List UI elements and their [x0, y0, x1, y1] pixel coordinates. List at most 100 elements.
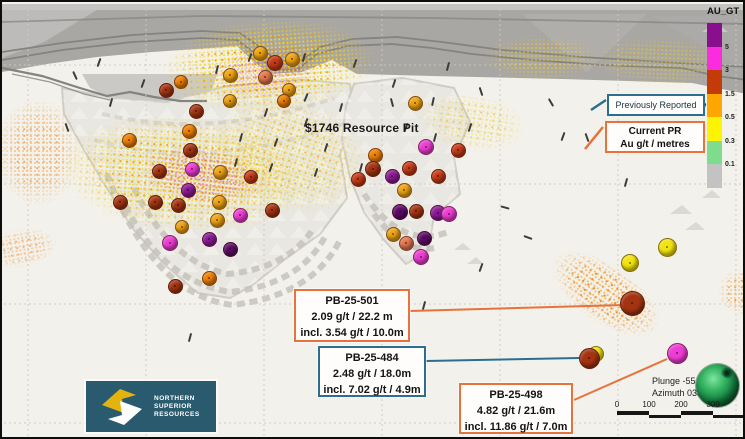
drill-intercept-dot[interactable] — [209, 212, 225, 228]
colorbar-tick-label: 5 — [725, 43, 729, 51]
colorbar-tick-label: 3 — [725, 67, 729, 74]
navigation-sphere[interactable] — [696, 364, 739, 407]
drill-intercept-dot[interactable] — [112, 194, 128, 210]
colorbar-block: 0.1 — [707, 140, 735, 168]
callout-hole-id: PB-25-484 — [345, 352, 399, 364]
drill-intercept-dot[interactable] — [441, 206, 457, 222]
drill-intercept-dot[interactable] — [619, 290, 645, 316]
scale-bar: 0 100 200 300 — [601, 400, 743, 422]
drill-intercept-dot[interactable] — [284, 51, 300, 67]
key-current-pr-line2: Au g/t / metres — [620, 139, 690, 150]
leader-line — [584, 126, 604, 150]
callout-included-intercept: incl. 3.54 g/t / 10.0m — [300, 327, 404, 339]
colorbar-tick-label: 0.5 — [725, 114, 735, 121]
callout-intercept: 2.09 g/t / 22.2 m — [311, 311, 393, 323]
drill-intercept-dot[interactable] — [430, 168, 446, 184]
key-current-pr-line1: Current PR — [628, 126, 682, 137]
callout-included-intercept: incl. 11.86 g/t / 7.0m — [464, 421, 568, 433]
drill-intercept-dot[interactable] — [450, 142, 466, 158]
scale-bar-label: 300 — [706, 400, 720, 409]
drill-intercept-dot[interactable] — [392, 204, 408, 220]
logo-line: NORTHERN — [154, 394, 195, 402]
callout-pb-25-501: PB-25-501 2.09 g/t / 22.2 m incl. 3.54 g… — [294, 289, 410, 342]
drill-intercept-dot[interactable] — [211, 194, 227, 210]
drill-intercept-dot[interactable] — [657, 237, 677, 257]
drill-intercept-dot[interactable] — [401, 160, 417, 176]
logo-mark-icon — [102, 388, 142, 425]
drill-intercept-dot[interactable] — [252, 45, 268, 61]
drill-intercept-dot[interactable] — [222, 241, 238, 257]
callout-intercept: 2.48 g/t / 18.0m — [332, 368, 412, 380]
callout-hole-id: PB-25-498 — [489, 389, 543, 401]
drill-intercept-dot[interactable] — [365, 161, 381, 177]
drill-intercept-dot[interactable] — [222, 67, 238, 83]
view-orientation-text: Plunge -55 Azimuth 035 — [652, 375, 702, 399]
drill-intercept-dot[interactable] — [398, 235, 414, 251]
drill-intercept-dot[interactable] — [223, 94, 237, 108]
grade-colorbar: AU_GT 5 3 1.5 0.5 0.3 0.1 — [707, 6, 743, 188]
key-current-pr: Current PR Au g/t / metres — [605, 121, 705, 153]
drill-intercept-dot[interactable] — [158, 82, 174, 98]
key-previously-reported: Previously Reported — [607, 94, 705, 116]
scale-bar-segment — [649, 414, 681, 418]
drill-intercept-dot[interactable] — [385, 226, 401, 242]
drill-intercept-dot[interactable] — [277, 94, 291, 108]
drill-intercept-dot[interactable] — [407, 95, 423, 111]
drill-intercept-dot[interactable] — [267, 55, 283, 71]
drill-intercept-dot[interactable] — [182, 142, 198, 158]
scale-bar-segment — [713, 414, 743, 418]
colorbar-blocks: 5 3 1.5 0.5 0.3 0.1 — [707, 23, 743, 188]
drill-intercept-dot[interactable] — [170, 197, 186, 213]
drill-intercept-dot[interactable] — [184, 161, 200, 177]
logo-text: NORTHERN SUPERIOR RESOURCES — [154, 395, 200, 419]
drill-intercept-dot[interactable] — [413, 249, 429, 265]
drill-intercept-dot[interactable] — [201, 231, 217, 247]
drill-intercept-dot[interactable] — [257, 69, 273, 85]
logo-line: RESOURCES — [154, 410, 200, 418]
colorbar-block: 0.5 — [707, 93, 735, 121]
scale-bar-label: 200 — [674, 400, 688, 409]
drill-intercept-dot[interactable] — [212, 164, 228, 180]
drill-intercept-dot[interactable] — [367, 147, 383, 163]
plunge-value: Plunge -55 — [652, 376, 696, 386]
callout-intercept: 4.82 g/t / 21.6m — [476, 405, 556, 417]
drill-intercept-dot[interactable] — [188, 103, 204, 119]
scale-bar-label: 0 — [614, 400, 620, 409]
drill-intercept-dot[interactable] — [416, 230, 432, 246]
drill-intercept-dot[interactable] — [666, 342, 688, 364]
colorbar-block: 5 — [707, 23, 729, 51]
leader-line — [590, 98, 607, 112]
drill-intercept-dot[interactable] — [384, 168, 400, 184]
drill-intercept-dot[interactable] — [181, 123, 197, 139]
colorbar-block — [707, 164, 722, 188]
resource-pit-label: $1746 Resource Pit — [305, 121, 419, 135]
leader-line — [425, 357, 580, 362]
drill-intercept-dot[interactable] — [174, 75, 188, 89]
colorbar-block: 1.5 — [707, 70, 735, 98]
scale-bar-label: 100 — [642, 400, 656, 409]
drill-intercept-dot[interactable] — [147, 194, 163, 210]
drill-intercept-dot[interactable] — [621, 254, 639, 272]
scale-bar-segment — [617, 411, 649, 415]
leader-line — [573, 358, 668, 401]
drill-intercept-dot[interactable] — [180, 182, 196, 198]
drill-intercept-dot[interactable] — [162, 235, 178, 251]
drill-intercept-dot[interactable] — [264, 202, 280, 218]
drill-intercept-dot[interactable] — [408, 203, 424, 219]
drill-intercept-dot[interactable] — [151, 163, 167, 179]
drill-intercept-dot[interactable] — [167, 278, 183, 294]
drill-intercept-dot[interactable] — [350, 171, 366, 187]
colorbar-block: 3 — [707, 46, 729, 74]
scale-bar-segment — [681, 411, 713, 415]
drill-intercept-dot[interactable] — [175, 220, 189, 234]
drill-intercept-dot[interactable] — [121, 132, 137, 148]
drill-intercept-dot[interactable] — [244, 170, 258, 184]
terrain-facet — [522, 14, 647, 72]
drill-intercept-dot[interactable] — [418, 139, 434, 155]
drill-intercept-dot[interactable] — [578, 347, 600, 369]
drill-intercept-dot[interactable] — [232, 207, 248, 223]
callout-hole-id: PB-25-501 — [325, 295, 379, 307]
drill-intercept-dot[interactable] — [201, 270, 217, 286]
drill-intercept-dot[interactable] — [396, 182, 412, 198]
